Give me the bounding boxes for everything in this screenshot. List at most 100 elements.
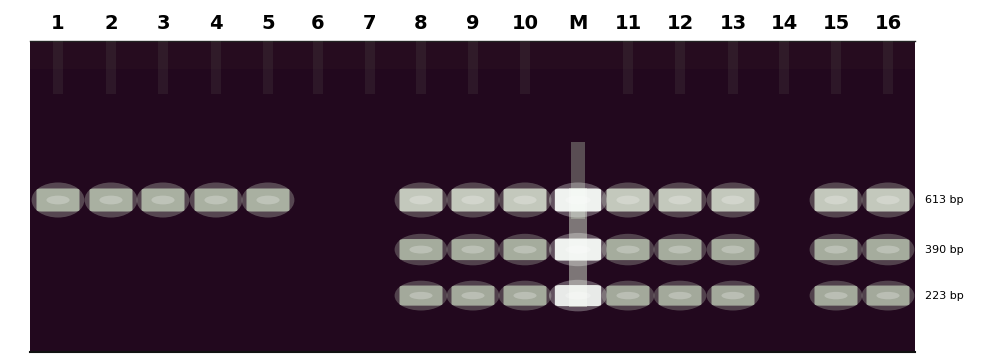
Ellipse shape — [513, 246, 537, 253]
Bar — [623, 41, 633, 94]
Ellipse shape — [204, 196, 228, 204]
Ellipse shape — [616, 246, 640, 253]
Bar — [883, 41, 893, 94]
FancyBboxPatch shape — [451, 239, 494, 260]
FancyBboxPatch shape — [451, 188, 494, 211]
Bar — [831, 41, 841, 94]
Text: 13: 13 — [719, 13, 747, 33]
FancyBboxPatch shape — [504, 188, 547, 211]
FancyBboxPatch shape — [866, 286, 910, 306]
Ellipse shape — [602, 183, 654, 217]
Bar — [30, 41, 915, 69]
Ellipse shape — [513, 292, 537, 299]
Bar — [365, 41, 375, 94]
Ellipse shape — [707, 183, 759, 217]
Ellipse shape — [242, 183, 294, 217]
Ellipse shape — [46, 196, 70, 204]
Ellipse shape — [668, 196, 692, 204]
FancyBboxPatch shape — [606, 188, 650, 211]
Text: 7: 7 — [363, 13, 377, 33]
Ellipse shape — [32, 183, 84, 217]
FancyBboxPatch shape — [504, 286, 547, 306]
Bar — [53, 41, 63, 94]
FancyBboxPatch shape — [659, 239, 702, 260]
FancyBboxPatch shape — [142, 188, 185, 211]
Text: 3: 3 — [156, 13, 170, 33]
Bar — [569, 188, 587, 307]
Ellipse shape — [513, 196, 537, 204]
Bar — [30, 41, 915, 352]
Text: 15: 15 — [822, 13, 850, 33]
Ellipse shape — [395, 281, 447, 310]
Ellipse shape — [876, 196, 900, 204]
Bar — [675, 41, 685, 94]
Text: 16: 16 — [874, 13, 902, 33]
Ellipse shape — [721, 196, 745, 204]
FancyBboxPatch shape — [659, 188, 702, 211]
Ellipse shape — [461, 246, 485, 253]
Text: 613 bp: 613 bp — [925, 195, 964, 205]
FancyBboxPatch shape — [814, 286, 858, 306]
Ellipse shape — [707, 281, 759, 310]
Ellipse shape — [876, 292, 900, 299]
Ellipse shape — [824, 292, 848, 299]
Ellipse shape — [654, 234, 706, 266]
Ellipse shape — [549, 280, 607, 312]
Ellipse shape — [549, 233, 607, 266]
Ellipse shape — [654, 183, 706, 217]
Text: 12: 12 — [666, 13, 694, 33]
Ellipse shape — [151, 196, 175, 204]
FancyBboxPatch shape — [555, 285, 601, 306]
Ellipse shape — [549, 183, 607, 217]
Bar — [158, 41, 168, 94]
Ellipse shape — [602, 281, 654, 310]
Ellipse shape — [499, 281, 551, 310]
FancyBboxPatch shape — [659, 286, 702, 306]
Ellipse shape — [409, 196, 433, 204]
Ellipse shape — [190, 183, 242, 217]
Text: 2: 2 — [104, 13, 118, 33]
Text: 6: 6 — [311, 13, 325, 33]
Ellipse shape — [616, 196, 640, 204]
Bar — [211, 41, 221, 94]
Text: 390 bp: 390 bp — [925, 245, 964, 255]
Ellipse shape — [721, 292, 745, 299]
Bar — [416, 41, 426, 94]
FancyBboxPatch shape — [504, 239, 547, 260]
Text: 11: 11 — [614, 13, 642, 33]
FancyBboxPatch shape — [712, 239, 755, 260]
Ellipse shape — [824, 196, 848, 204]
Ellipse shape — [395, 234, 447, 266]
Ellipse shape — [616, 292, 640, 299]
Text: M: M — [568, 13, 588, 33]
FancyBboxPatch shape — [606, 286, 650, 306]
Text: 10: 10 — [512, 13, 538, 33]
Bar — [779, 41, 789, 94]
Ellipse shape — [602, 234, 654, 266]
Text: 1: 1 — [51, 13, 65, 33]
Ellipse shape — [499, 183, 551, 217]
Ellipse shape — [565, 196, 591, 204]
FancyBboxPatch shape — [866, 239, 910, 260]
Ellipse shape — [721, 246, 745, 253]
Ellipse shape — [565, 292, 591, 299]
Ellipse shape — [499, 234, 551, 266]
Ellipse shape — [409, 292, 433, 299]
FancyBboxPatch shape — [90, 188, 132, 211]
Ellipse shape — [565, 245, 591, 254]
Ellipse shape — [395, 183, 447, 217]
Bar — [728, 41, 738, 94]
FancyBboxPatch shape — [555, 239, 601, 261]
Text: 223 bp: 223 bp — [925, 291, 964, 301]
FancyBboxPatch shape — [399, 286, 442, 306]
Ellipse shape — [256, 196, 280, 204]
Bar — [263, 41, 273, 94]
Bar — [106, 41, 116, 94]
FancyBboxPatch shape — [37, 188, 80, 211]
FancyBboxPatch shape — [399, 239, 442, 260]
Ellipse shape — [810, 281, 862, 310]
Text: 8: 8 — [414, 13, 428, 33]
Ellipse shape — [85, 183, 137, 217]
Bar — [468, 41, 478, 94]
Ellipse shape — [862, 281, 914, 310]
